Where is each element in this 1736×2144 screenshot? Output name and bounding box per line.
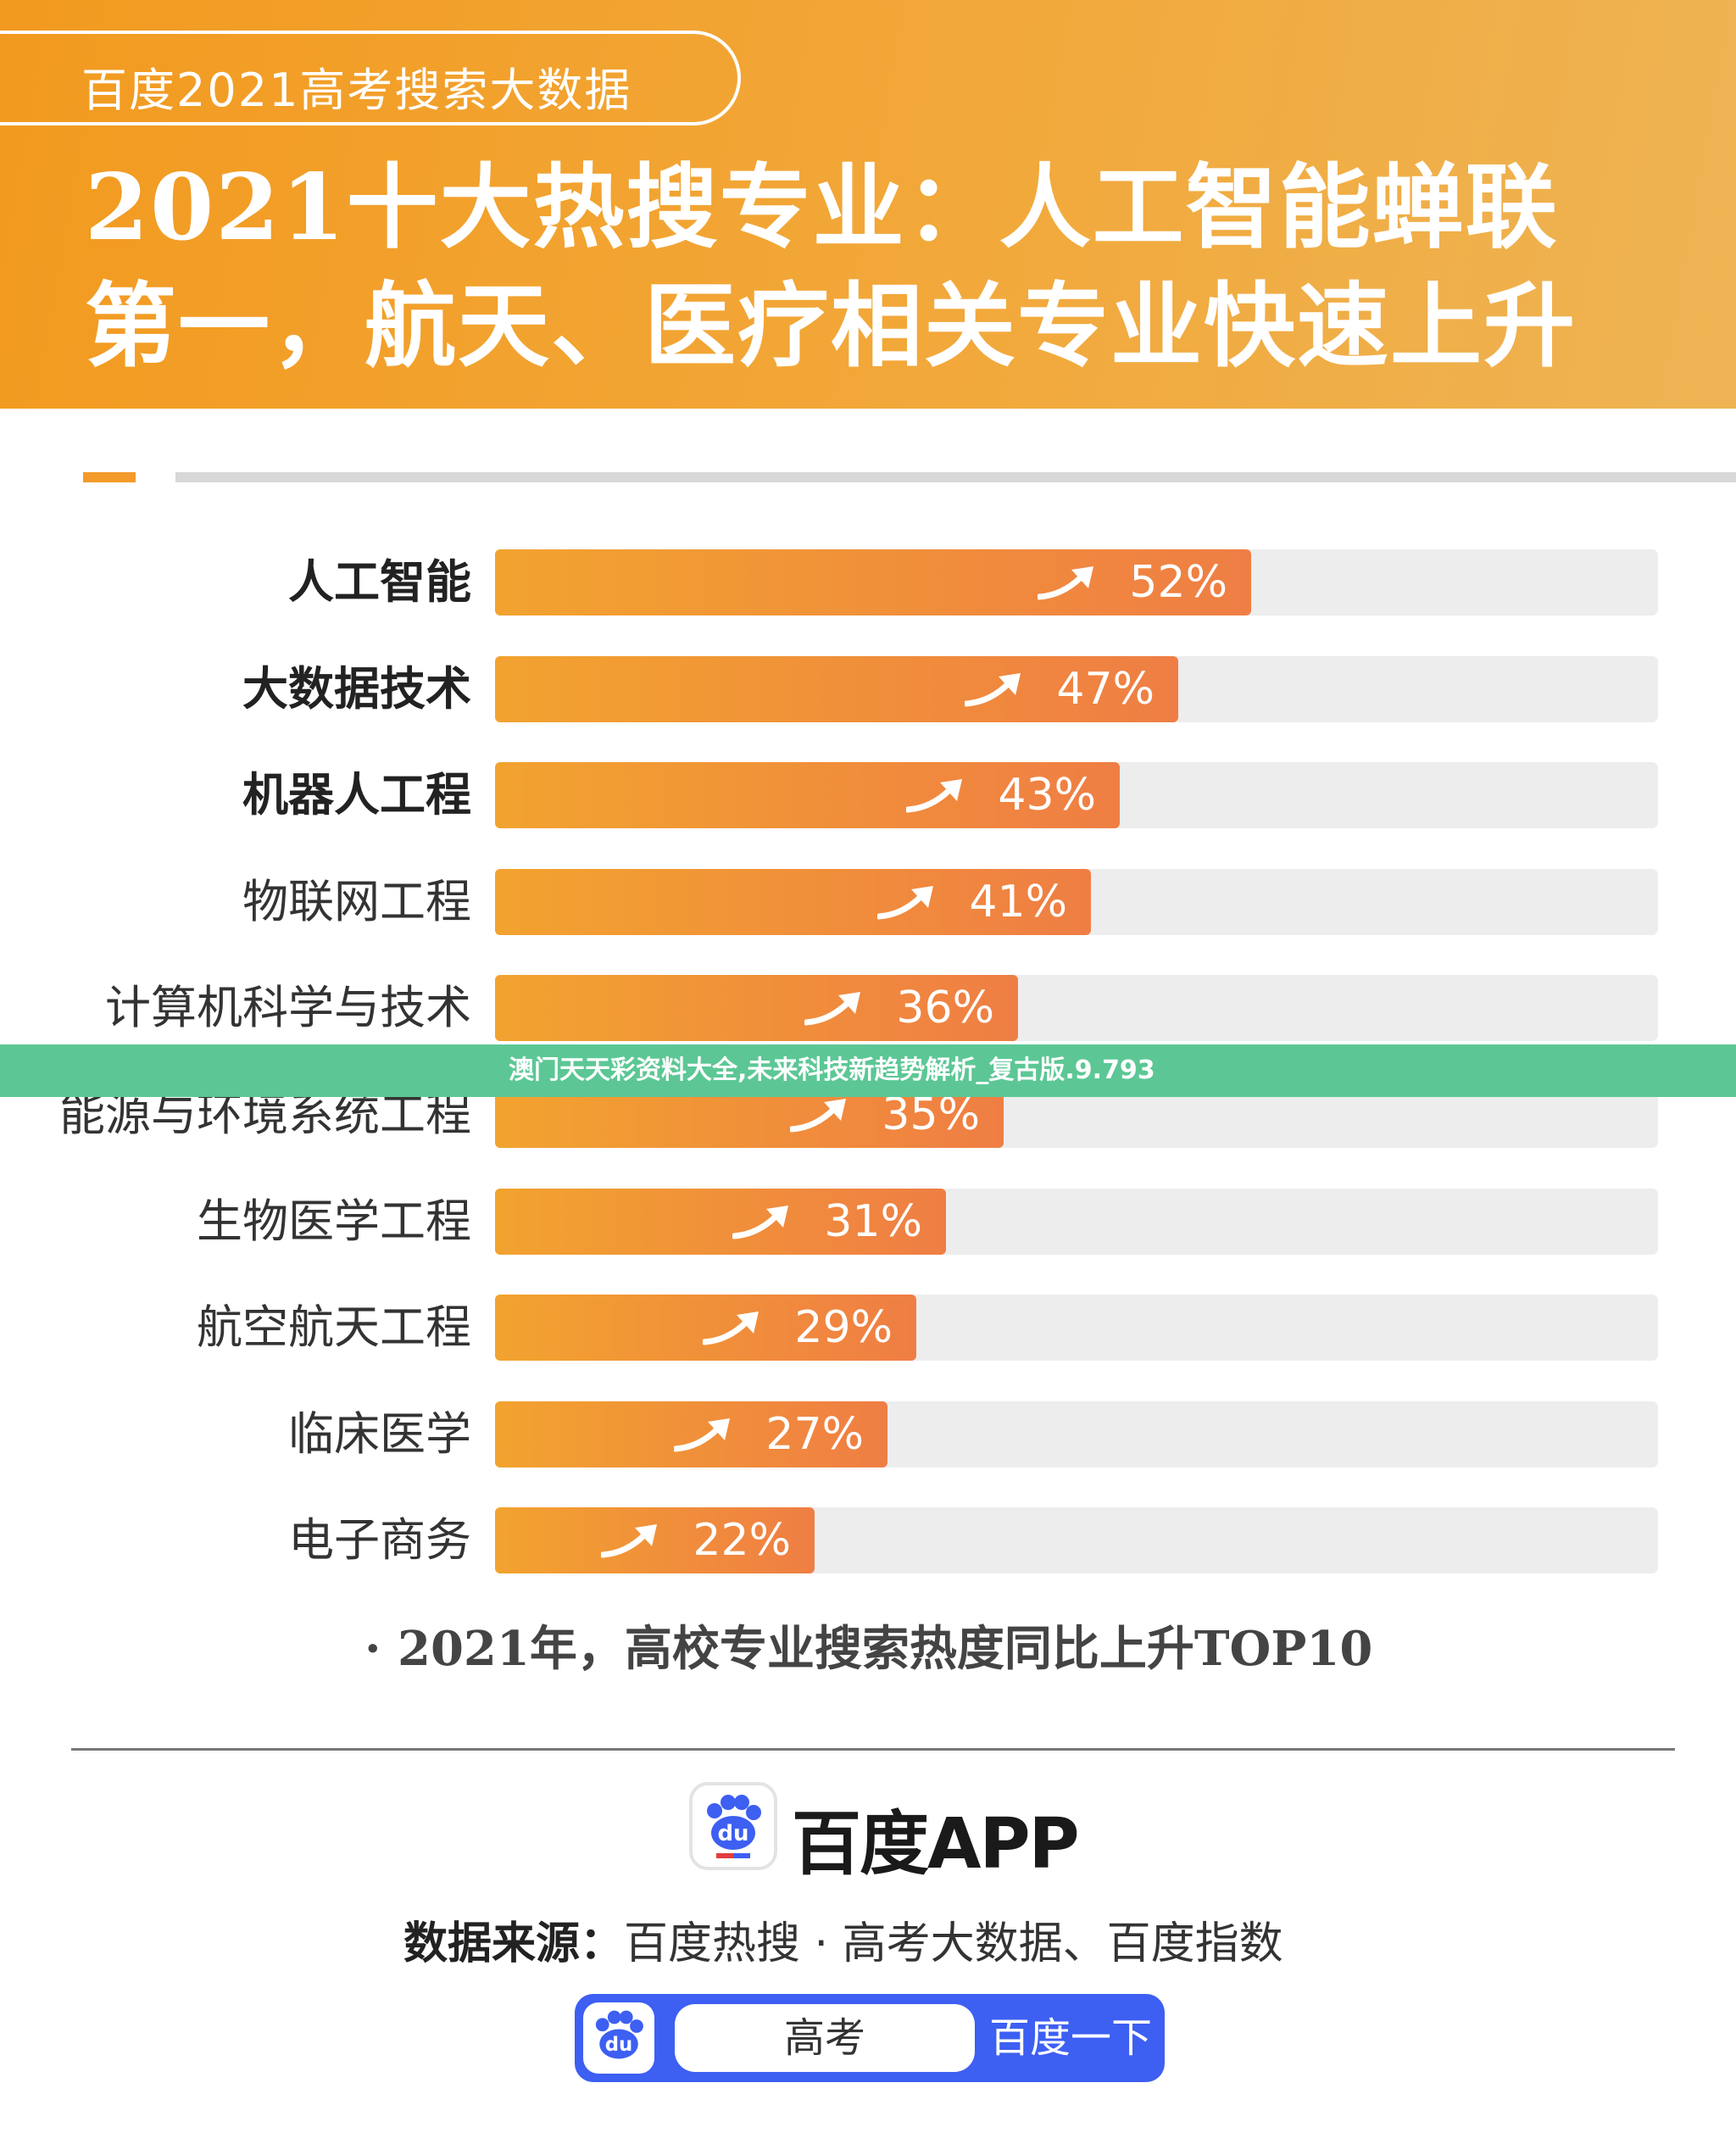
headline-line-2: 第一，航天、医疗相关专业快速上升 xyxy=(85,273,1577,380)
bar-value-label: 29% xyxy=(794,1302,893,1353)
data-source-label: 数据来源： xyxy=(403,1918,625,1969)
category-label: 航空航天工程 xyxy=(197,1300,471,1354)
bar-value-label: 36% xyxy=(896,983,994,1033)
bar-value-label: 31% xyxy=(824,1196,922,1247)
trend-up-icon xyxy=(790,1099,846,1133)
bar-track: 41% xyxy=(495,869,1658,935)
bar-track: 27% xyxy=(495,1401,1658,1467)
bar-track: 36% xyxy=(495,975,1658,1041)
bar-value-label: 27% xyxy=(765,1409,864,1460)
footer-divider xyxy=(71,1748,1675,1751)
overlay-banner: 澳门天天彩资料大全,未来科技新趋势解析_复古版.9.793 xyxy=(0,1044,1736,1097)
bar: 22% xyxy=(495,1507,815,1573)
category-label: 生物医学工程 xyxy=(197,1195,471,1248)
header-banner: 百度2021高考搜索大数据 2021十大热搜专业：人工智能蝉联 第一，航天、医疗… xyxy=(0,0,1736,409)
trend-up-icon xyxy=(1038,566,1093,600)
brand-name: 百度APP xyxy=(792,1804,1080,1885)
bar: 47% xyxy=(495,656,1178,722)
trend-up-icon xyxy=(703,1311,759,1345)
search-button[interactable]: 百度一下 xyxy=(988,2014,1152,2062)
paw-icon: du xyxy=(707,1795,761,1858)
trend-up-icon xyxy=(601,1524,657,1558)
bar: 27% xyxy=(495,1401,887,1467)
bar: 43% xyxy=(495,762,1120,828)
separator-line xyxy=(175,472,1736,482)
search-bar-logo-icon: du xyxy=(583,2002,654,2074)
header-badge-text: 百度2021高考搜索大数据 xyxy=(81,64,632,117)
bar-track: 43% xyxy=(495,762,1658,828)
chart-caption: · 2021年，高校专业搜索热度同比上升TOP10 xyxy=(364,1621,1373,1677)
trend-up-icon xyxy=(674,1418,730,1452)
bar-track: 22% xyxy=(495,1507,1658,1573)
category-label: 电子商务 xyxy=(288,1513,471,1567)
bar-value-label: 47% xyxy=(1056,664,1155,715)
separator-accent xyxy=(83,472,136,482)
overlay-text: 澳门天天彩资料大全,未来科技新趋势解析_复古版.9.793 xyxy=(509,1055,1155,1085)
category-label: 人工智能 xyxy=(288,555,471,609)
bar-value-label: 22% xyxy=(693,1515,791,1566)
bar: 36% xyxy=(495,975,1018,1041)
bar: 41% xyxy=(495,869,1091,935)
bar-value-label: 43% xyxy=(998,770,1096,821)
bar: 31% xyxy=(495,1189,946,1255)
logo-du-text: du xyxy=(717,1821,748,1846)
bar: 29% xyxy=(495,1295,916,1361)
trend-up-icon xyxy=(877,886,933,920)
headline-line-1: 2021十大热搜专业：人工智能蝉联 xyxy=(85,154,1559,261)
data-source-text: 百度热搜 · 高考大数据、百度指数 xyxy=(624,1918,1283,1969)
category-label: 计算机科学与技术 xyxy=(105,981,471,1034)
baidu-logo-icon: du xyxy=(689,1782,777,1870)
header-badge xyxy=(0,31,741,125)
bar: 52% xyxy=(495,549,1251,615)
bar-track: 52% xyxy=(495,549,1658,615)
bar-track: 31% xyxy=(495,1189,1658,1255)
trend-up-icon xyxy=(732,1206,788,1239)
search-bar: du 高考 百度一下 xyxy=(575,1994,1165,2082)
bar-value-label: 52% xyxy=(1129,557,1227,608)
bar-track: 47% xyxy=(495,656,1658,722)
logo-du-text: du xyxy=(605,2034,632,2056)
search-input[interactable]: 高考 xyxy=(675,2004,975,2072)
category-label: 机器人工程 xyxy=(242,768,471,821)
category-label: 物联网工程 xyxy=(242,875,471,928)
bar-value-label: 35% xyxy=(882,1089,980,1140)
category-label: 临床医学 xyxy=(288,1407,471,1461)
data-source: 数据来源：百度热搜 · 高考大数据、百度指数 xyxy=(403,1907,1283,1971)
bar-track: 29% xyxy=(495,1295,1658,1361)
category-label: 大数据技术 xyxy=(242,662,471,716)
bar-value-label: 41% xyxy=(969,877,1067,927)
paw-icon: du xyxy=(595,2010,643,2059)
headline: 2021十大热搜专业：人工智能蝉联 第一，航天、医疗相关专业快速上升 xyxy=(85,148,1712,386)
trend-up-icon xyxy=(906,779,962,813)
trend-up-icon xyxy=(804,992,860,1026)
trend-up-icon xyxy=(965,673,1021,707)
